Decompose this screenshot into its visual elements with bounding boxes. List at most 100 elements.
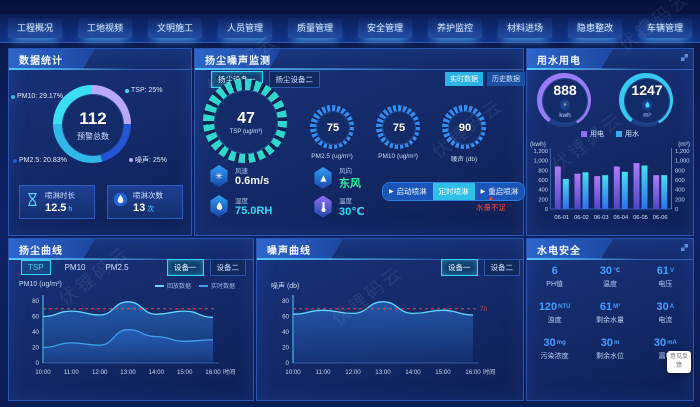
metric-label: 剩余水位 xyxy=(595,353,624,360)
header-decoration xyxy=(9,239,95,259)
device-tab[interactable]: 扬尘设备二 xyxy=(268,71,320,88)
svg-text:0: 0 xyxy=(36,360,40,367)
data-mode-button[interactable]: 历史数据 xyxy=(487,72,525,86)
more-icon[interactable] xyxy=(681,54,688,61)
nav-tab[interactable]: 质量管理 xyxy=(287,18,342,38)
donut-callout: PM2.5: 20.83% xyxy=(13,157,67,164)
gauge-ring: 75 xyxy=(376,105,420,149)
safety-metric: 30℃ 温度 xyxy=(582,265,637,289)
svg-text:(m³): (m³) xyxy=(678,141,690,148)
legend-line-swatch xyxy=(199,284,209,287)
svg-text:400: 400 xyxy=(675,188,685,194)
device-button[interactable]: 设备二 xyxy=(209,259,246,276)
safety-metric: 30mg 污染浓度 xyxy=(527,337,582,361)
nav-tab[interactable]: 隐患整改 xyxy=(567,18,622,38)
svg-text:0: 0 xyxy=(286,360,290,367)
svg-text:12:00: 12:00 xyxy=(345,369,361,376)
legend-dot-icon xyxy=(125,88,129,93)
pollutant-tabs: TSP PM10 PM2.5 xyxy=(21,260,135,275)
donut-callout-label: 噪声: 25% xyxy=(135,157,167,164)
warning-text: 水量不足 xyxy=(476,203,506,212)
water-warning: ▲ 水量不足 xyxy=(465,195,517,213)
metric-label: 浊度 xyxy=(547,317,562,324)
alert-total-label: 预警总数 xyxy=(77,131,109,141)
device-buttons: 设备一 设备二 xyxy=(441,259,520,276)
env-label: 湿度 xyxy=(235,198,248,205)
env-label: 温度 xyxy=(339,198,352,205)
stat-label: 喷淋次数 xyxy=(133,191,163,200)
pollutant-tab[interactable]: PM10 xyxy=(64,263,86,272)
header-decoration xyxy=(257,239,343,259)
metric-value: 61V xyxy=(656,265,674,277)
lightning-icon: ⚡ xyxy=(560,99,570,111)
nav-tab[interactable]: 材料进场 xyxy=(497,18,552,38)
spray-button[interactable]: 定时喷淋 xyxy=(432,183,475,200)
svg-text:10:00: 10:00 xyxy=(35,369,51,376)
donut-callout: TSP: 25% xyxy=(125,87,163,94)
gauge-label: TSP xyxy=(229,128,242,135)
svg-text:06-01: 06-01 xyxy=(554,215,569,221)
svg-text:(kwh): (kwh) xyxy=(530,141,546,148)
nav-tab[interactable]: 工地视频 xyxy=(77,18,132,38)
gauge-label: PM2.5 (ug/m³) xyxy=(311,153,353,160)
nav-tab[interactable]: 人员管理 xyxy=(217,18,272,38)
svg-text:400: 400 xyxy=(538,188,548,194)
feedback-widget[interactable]: 意见反馈 xyxy=(667,351,691,373)
legend-swatch xyxy=(616,131,622,137)
metric-value: 120NTU xyxy=(538,301,571,313)
svg-text:06-05: 06-05 xyxy=(633,215,648,221)
data-mode-buttons: 实时数据 历史数据 xyxy=(445,72,525,86)
nav-tab[interactable]: 车辆管理 xyxy=(637,18,692,38)
nav-tab[interactable]: 安全管理 xyxy=(357,18,412,38)
svg-text:时间: 时间 xyxy=(223,368,235,376)
fan-glyph: ✳ xyxy=(215,170,223,181)
device-buttons: 设备一 设备二 xyxy=(167,259,246,276)
panel-header: 水电安全 xyxy=(527,239,693,260)
gauge-center: 75 xyxy=(382,111,416,145)
nav-tab[interactable]: 工程概况 xyxy=(7,18,62,38)
usage-bar-chart: (kwh) (m³) 0 0 200 200 400 400 600 600 800 800 1,0… xyxy=(528,137,692,238)
legend-item: 实时数据 xyxy=(199,281,235,290)
panel-dust-curve: 扬尘曲线 TSP PM10 PM2.5 设备一 设备二 回放数据 实时数据 PM10 (… xyxy=(8,238,254,401)
alert-total-value: 112 xyxy=(79,108,107,128)
svg-text:0: 0 xyxy=(545,207,548,213)
pollutant-tab[interactable]: TSP xyxy=(21,260,51,275)
spray-button-label: 定时喷淋 xyxy=(438,187,469,196)
safety-metrics-grid: 6 PH值 30℃ 温度 61V 电压 120NTU 浊度 61M³ 剩余水量 30A 电流 30mg 污… xyxy=(527,265,693,361)
legend-label: 实时数据 xyxy=(211,284,236,290)
stat-unit: h xyxy=(68,206,73,213)
warning-triangle-icon: ▲ xyxy=(487,195,495,202)
panel-water-electricity-usage: 用水用电 888 ⚡ kwh 1247 m³ 用电 用水 (kwh) (m³) 0 0 200… xyxy=(526,48,694,236)
legend-label: 用水 xyxy=(625,131,639,138)
device-button[interactable]: 设备二 xyxy=(483,259,520,276)
panel-header: 扬尘噪声监测 xyxy=(195,49,523,70)
play-icon: ▶ xyxy=(480,189,486,195)
spray-button[interactable]: ▶ 重启喷淋 xyxy=(474,183,525,200)
legend-dot-icon xyxy=(11,94,15,99)
stat-label: 喷淋时长 xyxy=(45,191,75,200)
panel-header: 用水用电 xyxy=(527,49,693,70)
metric-unit: mA xyxy=(667,340,677,346)
donut-callout-label: TSP: 25% xyxy=(131,87,163,94)
pollutant-tab[interactable]: PM2.5 xyxy=(105,263,129,272)
panel-water-electric-safety: 水电安全 6 PH值 30℃ 温度 61V 电压 120NTU 浊度 61M³ 剩余水量 30A 电流… xyxy=(526,238,694,401)
svg-text:时间: 时间 xyxy=(483,368,495,376)
usage-value: 1247 xyxy=(631,82,663,98)
env-value: 75.0RH xyxy=(235,205,273,217)
svg-text:200: 200 xyxy=(538,197,548,203)
noise-line-chart: 0 20 40 60 80 70 10:00 11:00 12:00 13:00 14:00 15:0… xyxy=(257,289,523,404)
legend-dot-icon xyxy=(13,158,17,163)
data-mode-button[interactable]: 实时数据 xyxy=(445,72,483,86)
svg-text:06-06: 06-06 xyxy=(653,215,668,221)
env-reading: 温度 30℃ xyxy=(313,195,365,218)
more-icon[interactable] xyxy=(681,244,688,251)
donut-callout-label: PM2.5: 20.83% xyxy=(19,157,67,164)
legend-item: 回放数据 xyxy=(155,281,191,290)
spray-stat-box: 喷淋时长 12.5 h xyxy=(19,185,95,219)
device-button[interactable]: 设备一 xyxy=(441,259,478,276)
metric-unit: A xyxy=(669,304,675,310)
device-button[interactable]: 设备一 xyxy=(167,259,204,276)
spray-button[interactable]: ▶ 启动喷淋 xyxy=(383,183,433,200)
nav-tab[interactable]: 文明施工 xyxy=(147,18,202,38)
nav-tab[interactable]: 养护监控 xyxy=(427,18,482,38)
